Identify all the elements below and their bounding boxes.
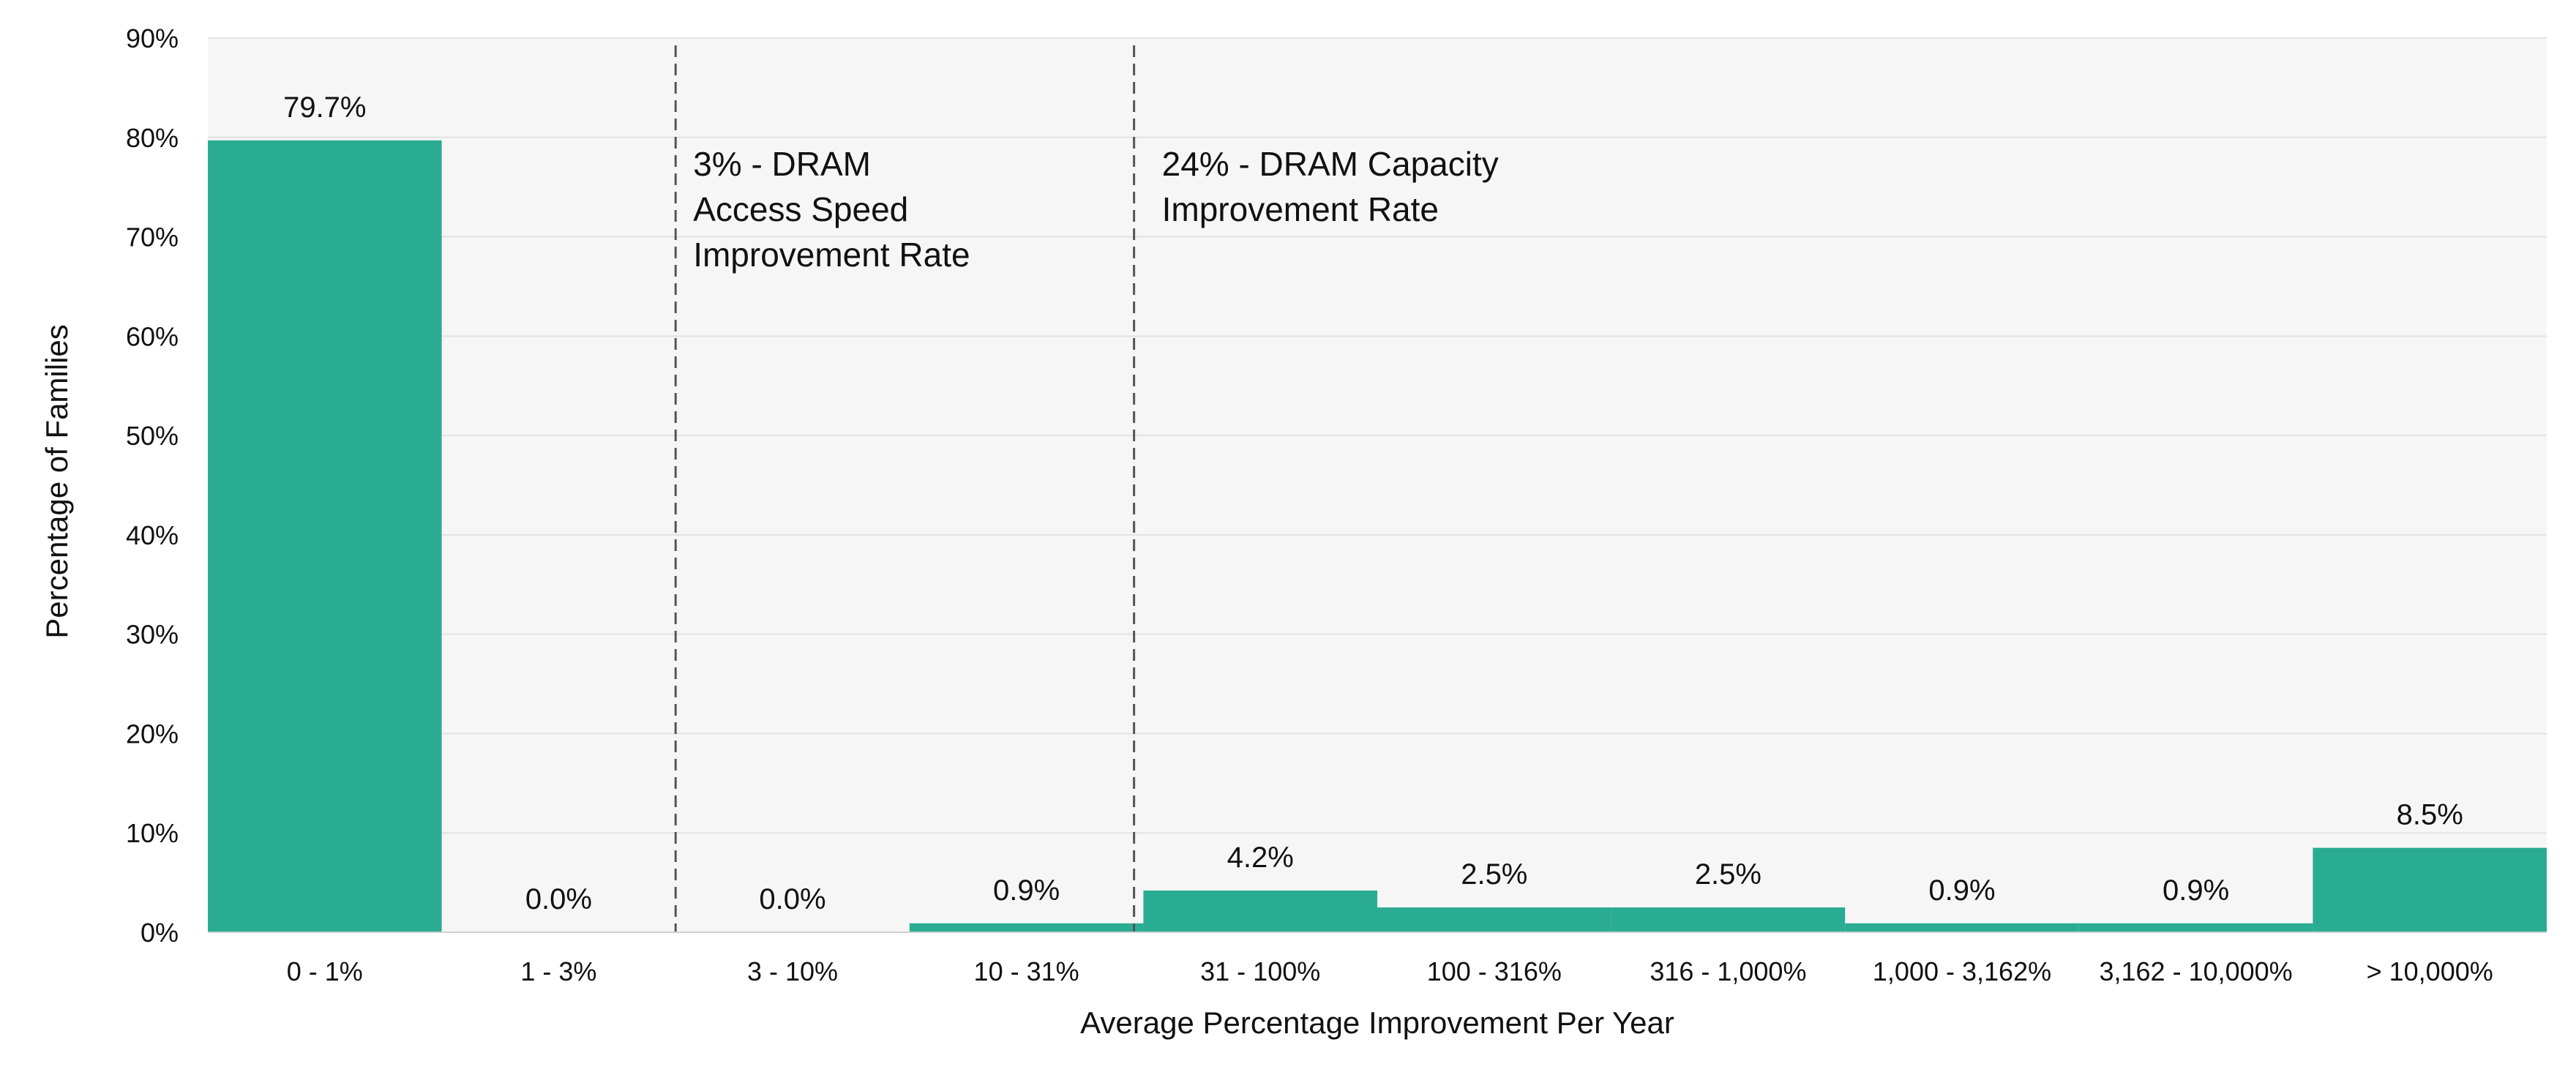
x-tick-label: 10 - 31% <box>974 956 1079 986</box>
reference-line-label: 3% - DRAM Access Speed Improvement Rate <box>693 145 970 274</box>
reference-lines <box>674 45 1136 932</box>
x-tick-label: 1 - 3% <box>520 956 596 986</box>
x-tick-label: > 10,000% <box>2367 956 2493 986</box>
x-tick-label: 1,000 - 3,162% <box>1873 956 2051 986</box>
data-label: 0.0% <box>759 883 825 915</box>
x-tick-label: 3 - 10% <box>747 956 838 986</box>
x-tick-label: 31 - 100% <box>1200 956 1320 986</box>
reference-line-label: 24% - DRAM Capacity Improvement Rate <box>1162 145 1499 228</box>
bar <box>1377 907 1611 932</box>
data-label: 0.9% <box>2163 874 2229 907</box>
data-label: 2.5% <box>1461 858 1527 891</box>
data-label: 8.5% <box>2397 799 2463 831</box>
x-tick-label: 3,162 - 10,000% <box>2099 956 2292 986</box>
y-tick-label: 60% <box>126 321 179 351</box>
data-label: 4.2% <box>1227 842 1294 874</box>
data-label: 0.9% <box>993 874 1060 907</box>
x-axis-title: Average Percentage Improvement Per Year <box>1080 1005 1674 1040</box>
y-tick-label: 10% <box>126 818 179 848</box>
x-tick-label: 0 - 1% <box>287 956 363 986</box>
y-tick-label: 20% <box>126 719 179 749</box>
y-tick-label: 70% <box>126 222 179 252</box>
bar <box>909 923 1144 932</box>
bar <box>2078 923 2313 932</box>
y-tick-label: 80% <box>126 123 179 153</box>
data-label: 2.5% <box>1695 858 1761 891</box>
data-label: 0.9% <box>1928 874 1995 907</box>
gridlines <box>208 37 2547 834</box>
bars <box>208 140 2547 933</box>
bar <box>1143 890 1377 932</box>
y-tick-label: 90% <box>126 23 179 53</box>
bar <box>1845 923 2079 932</box>
y-tick-labels: 0% 10% 20% 30% 40% 50% 60% 70% 80% 90% <box>126 23 179 948</box>
annotations: 3% - DRAM Access Speed Improvement Rate 24%… <box>693 145 1499 274</box>
x-tick-labels: 0 - 1% 1 - 3% 3 - 10% 10 - 31% 31 - 100% 100 … <box>287 956 2493 986</box>
bar <box>208 140 442 933</box>
y-axis-title: Percentage of Families <box>40 324 74 639</box>
x-tick-label: 316 - 1,000% <box>1650 956 1806 986</box>
data-label: 79.7% <box>283 91 366 124</box>
x-tick-label: 100 - 316% <box>1427 956 1562 986</box>
y-tick-label: 0% <box>141 918 179 948</box>
data-labels: 79.7% 0.0% 0.0% 0.9% 4.2% 2.5% 2.5% 0.9% 0.9% 8.5… <box>283 91 2463 915</box>
plot-area <box>208 38 2547 932</box>
y-tick-label: 40% <box>126 520 179 550</box>
y-tick-label: 50% <box>126 421 179 451</box>
data-label: 0.0% <box>525 883 592 915</box>
bar <box>1611 907 1846 932</box>
y-tick-label: 30% <box>126 620 179 650</box>
bar <box>2313 847 2547 932</box>
